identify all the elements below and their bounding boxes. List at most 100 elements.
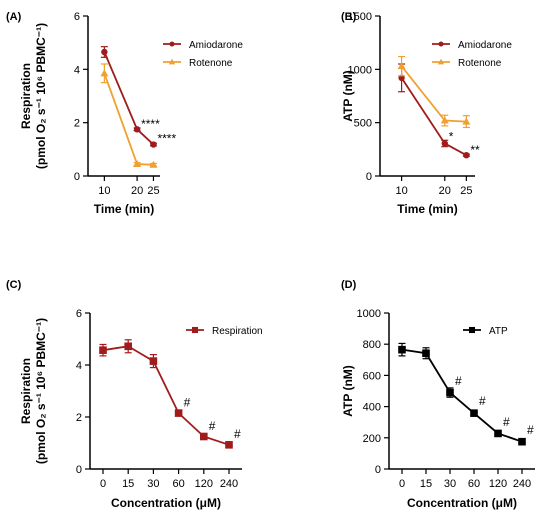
x-axis-title: Concentration (μM) xyxy=(111,496,221,510)
x-axis-title: Concentration (μM) xyxy=(407,496,517,510)
data-point xyxy=(440,116,449,124)
data-point xyxy=(124,342,132,351)
legend-item-rotenone: Rotenone xyxy=(432,58,502,69)
data-point xyxy=(149,160,158,168)
significance-marker: **** xyxy=(157,132,176,146)
x-tick-label: 20 xyxy=(439,185,451,197)
x-tick-label: 0 xyxy=(399,478,405,490)
y-axis-title: Respiration(pmol O₂ s⁻¹ 10⁶ PBMC⁻¹) xyxy=(19,318,48,464)
y-axis-title: Respiration(pmol O₂ s⁻¹ 10⁶ PBMC⁻¹) xyxy=(19,23,48,169)
x-tick-label: 25 xyxy=(147,185,159,197)
legend-item-amiodarone: Amiodarone xyxy=(163,40,243,51)
significance-marker: # xyxy=(209,419,216,433)
panel-label: (C) xyxy=(6,279,22,291)
x-tick-label: 30 xyxy=(444,478,456,490)
legend-item-rotenone: Rotenone xyxy=(163,58,233,69)
series-amiodarone xyxy=(100,46,157,148)
significance-marker: # xyxy=(455,374,462,388)
legend-label: Amiodarone xyxy=(189,40,243,51)
x-tick-label: 15 xyxy=(420,478,432,490)
x-tick-label: 120 xyxy=(489,478,507,490)
data-point xyxy=(100,69,109,77)
series-respiration xyxy=(99,339,233,449)
legend-label: Rotenone xyxy=(189,58,233,69)
y-axis-title-line1: Respiration xyxy=(19,358,33,424)
data-point xyxy=(441,140,448,147)
x-tick-label: 25 xyxy=(460,185,472,197)
y-tick-label: 800 xyxy=(363,339,381,351)
data-point xyxy=(398,345,406,354)
y-tick-label: 4 xyxy=(74,64,80,76)
y-axis-title: ATP (nM) xyxy=(341,365,355,417)
y-axis-title-line2: (pmol O₂ s⁻¹ 10⁶ PBMC⁻¹) xyxy=(34,318,48,464)
x-axis-title: Time (min) xyxy=(94,202,154,216)
y-tick-label: 0 xyxy=(74,171,80,183)
significance-marker: # xyxy=(184,396,191,410)
data-point xyxy=(133,126,141,133)
y-tick-label: 200 xyxy=(363,433,381,445)
x-tick-label: 240 xyxy=(513,478,531,490)
data-point xyxy=(225,441,233,449)
x-tick-label: 10 xyxy=(395,185,407,197)
data-point xyxy=(446,388,454,397)
x-tick-label: 120 xyxy=(195,478,213,490)
significance-marker: # xyxy=(479,394,486,408)
y-tick-label: 2 xyxy=(74,118,80,130)
series-amiodarone xyxy=(398,63,470,159)
y-tick-label: 4 xyxy=(76,360,82,372)
x-tick-label: 30 xyxy=(147,478,159,490)
x-tick-label: 0 xyxy=(100,478,106,490)
legend-label: Rotenone xyxy=(458,58,502,69)
x-tick-label: 10 xyxy=(98,185,110,197)
y-tick-label: 1000 xyxy=(348,64,372,76)
data-point xyxy=(422,349,430,358)
y-tick-label: 6 xyxy=(76,308,82,320)
legend-item-amiodarone: Amiodarone xyxy=(432,40,512,51)
series-rotenone xyxy=(100,63,158,168)
y-tick-label: 500 xyxy=(354,118,372,130)
data-point xyxy=(437,58,445,65)
y-tick-label: 0 xyxy=(76,464,82,476)
y-tick-label: 6 xyxy=(74,11,80,23)
legend-label: Respiration xyxy=(212,326,263,337)
panel-label: (D) xyxy=(341,279,357,291)
legend-item-respiration: Respiration xyxy=(186,326,263,337)
data-point xyxy=(191,326,199,334)
y-tick-label: 1000 xyxy=(357,308,381,320)
significance-marker: **** xyxy=(141,117,160,131)
data-point xyxy=(168,58,176,65)
chart-panel-a: (A) 0 2 4 6 10 20 25 Time (min) Respiration(pmol … xyxy=(6,11,243,216)
data-point xyxy=(101,48,108,56)
y-tick-label: 400 xyxy=(363,402,381,414)
y-tick-label: 0 xyxy=(366,171,372,183)
x-tick-label: 15 xyxy=(122,478,134,490)
x-tick-label: 60 xyxy=(468,478,480,490)
significance-marker: * xyxy=(449,130,454,144)
legend-item-atp: ATP xyxy=(463,326,508,337)
series-line xyxy=(102,345,230,446)
series-line xyxy=(401,348,523,443)
data-point xyxy=(169,41,175,47)
x-axis-title: Time (min) xyxy=(397,202,457,216)
data-point xyxy=(470,409,478,417)
x-tick-label: 60 xyxy=(172,478,184,490)
y-axis-title-line1: Respiration xyxy=(19,63,33,129)
y-axis-title: ATP (nM) xyxy=(341,70,355,122)
data-point xyxy=(494,429,502,438)
series-line xyxy=(400,77,467,156)
y-tick-label: 2 xyxy=(76,412,82,424)
data-point xyxy=(200,432,208,441)
significance-marker: # xyxy=(527,423,534,437)
series-atp xyxy=(398,342,526,446)
panel-label: (B) xyxy=(341,11,357,23)
significance-marker: # xyxy=(503,415,510,429)
legend-label: Amiodarone xyxy=(458,40,512,51)
data-point xyxy=(99,346,107,354)
legend-label: ATP xyxy=(489,326,508,337)
data-point xyxy=(463,152,470,159)
significance-marker: ** xyxy=(470,143,480,157)
y-tick-label: 600 xyxy=(363,370,381,382)
data-point xyxy=(397,62,406,70)
